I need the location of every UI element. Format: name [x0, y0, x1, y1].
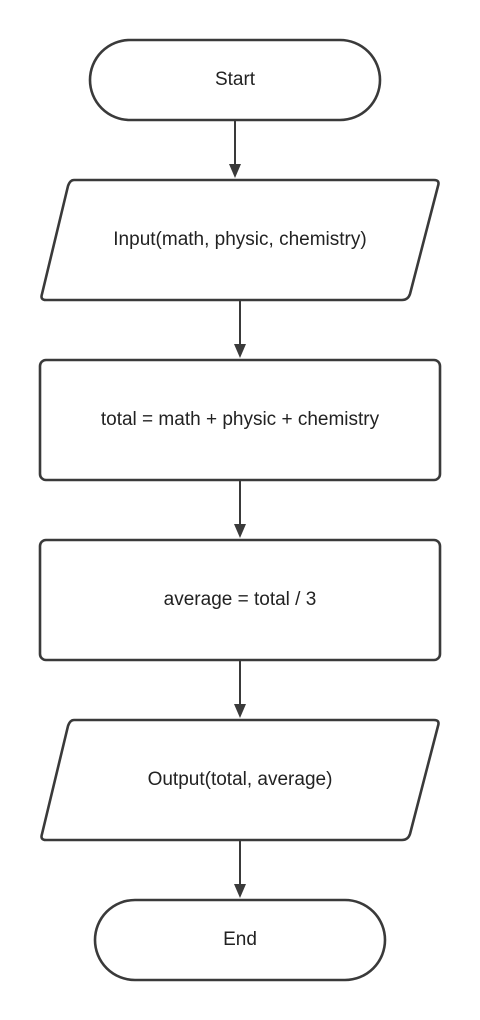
- arrowhead: [234, 884, 246, 898]
- connector-output-to-end: [234, 840, 246, 898]
- input-label: Input(math, physic, chemistry): [113, 229, 366, 250]
- sum-label: total = math + physic + chemistry: [101, 409, 380, 430]
- average-node: average = total / 3: [38, 538, 442, 662]
- arrowhead: [234, 344, 246, 358]
- sum-process-shape: [38, 358, 442, 482]
- input-node: Input(math, physic, chemistry): [40, 178, 440, 302]
- end-label: End: [223, 929, 257, 950]
- sum-node: total = math + physic + chemistry: [38, 358, 442, 482]
- arrowhead: [234, 524, 246, 538]
- connector-sum-to-avg: [234, 480, 246, 538]
- connector-start-to-input: [229, 120, 241, 178]
- start-label: Start: [215, 69, 256, 90]
- start-terminator-shape: [88, 38, 382, 122]
- output-node: Output(total, average): [40, 718, 440, 842]
- connector-input-to-sum: [234, 300, 246, 358]
- average-label: average = total / 3: [164, 589, 317, 610]
- output-label: Output(total, average): [148, 769, 333, 790]
- connectors: [229, 120, 246, 898]
- end-node: End: [93, 898, 387, 982]
- connector-avg-to-output: [234, 660, 246, 718]
- arrowhead: [229, 164, 241, 178]
- average-process-shape: [38, 538, 442, 662]
- end-terminator-shape: [93, 898, 387, 982]
- output-parallelogram-shape: [40, 718, 440, 842]
- start-node: Start: [88, 38, 382, 122]
- input-parallelogram-shape: [40, 178, 440, 302]
- arrowhead: [234, 704, 246, 718]
